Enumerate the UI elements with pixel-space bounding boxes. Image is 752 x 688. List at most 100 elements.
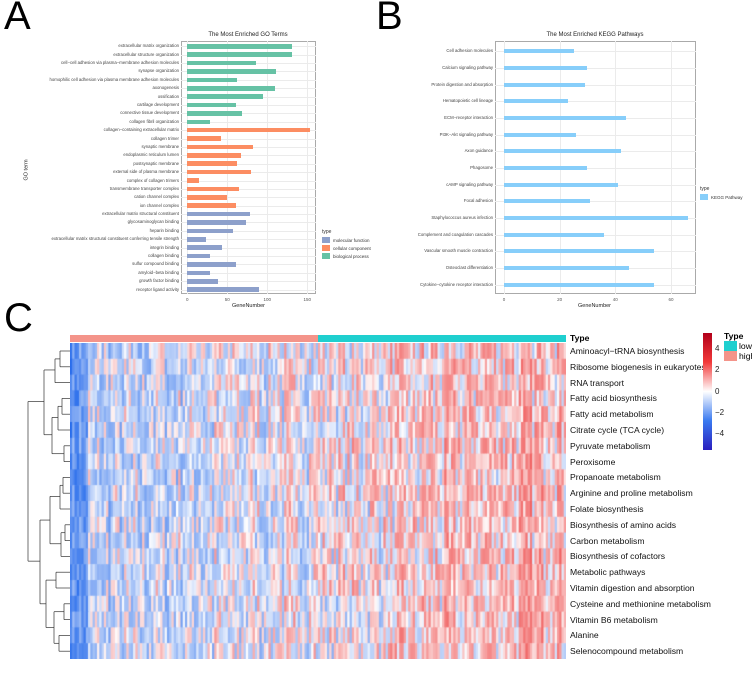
bar xyxy=(504,266,630,270)
annotation-bar-high xyxy=(70,335,318,342)
y-tick-label: heparin binding xyxy=(149,227,179,233)
bar xyxy=(187,94,264,99)
bar xyxy=(504,232,605,237)
y-tick-label: cartilage development xyxy=(136,102,179,108)
y-tick-label: endoplasmic reticulum lumen xyxy=(123,152,179,158)
gridline xyxy=(181,264,316,265)
gridline xyxy=(181,79,316,81)
y-tick-label: homophilic cell adhesion via plasma memb… xyxy=(49,76,179,82)
y-tick-label: growth factor binding xyxy=(139,278,179,284)
gridline xyxy=(181,256,316,257)
row-label: Pyruvate metabolism xyxy=(570,440,651,451)
bar xyxy=(187,69,277,74)
panel-label-a: A xyxy=(4,0,31,38)
y-tick-label: Focal adhesion xyxy=(463,198,493,204)
y-tick-label: Cell adhesion molecules xyxy=(446,48,493,54)
y-tick-label: collagen trimer xyxy=(150,135,179,141)
bar xyxy=(187,178,200,183)
type-legend-low-label: low xyxy=(739,341,752,351)
y-tick-label: Vascular smooth muscle contraction xyxy=(424,248,493,254)
bar xyxy=(187,161,237,167)
gridline xyxy=(495,201,696,202)
kegg-legend-swatch xyxy=(700,194,708,200)
gridline xyxy=(181,247,316,249)
row-label: Propanoate metabolism xyxy=(570,472,661,483)
y-tick-label: Calcium signaling pathway xyxy=(442,64,493,70)
bar xyxy=(187,228,233,234)
row-label: Biosynthesis of amino acids xyxy=(570,519,677,530)
gridline xyxy=(181,105,316,106)
x-tick-label: 0 xyxy=(502,297,506,302)
row-label: Carbon metabolism xyxy=(570,535,645,546)
row-label: Alanine xyxy=(570,630,599,641)
gridline xyxy=(227,41,228,294)
gridline xyxy=(615,41,616,294)
gridline xyxy=(181,113,316,114)
gridline xyxy=(181,188,316,190)
gridline xyxy=(495,101,696,102)
bar xyxy=(504,199,591,204)
y-tick-label: receptor ligand activity xyxy=(136,286,179,292)
colorbar xyxy=(703,333,712,450)
y-tick-label: Staphylococcus aureus infection xyxy=(431,215,493,220)
type-legend-low-swatch xyxy=(724,341,737,351)
legend-label: molecular function xyxy=(333,238,370,243)
bar xyxy=(187,186,240,192)
colorbar-tick-label: 4 xyxy=(715,344,720,354)
bar xyxy=(187,102,237,108)
bar xyxy=(187,253,210,259)
bar xyxy=(187,211,250,217)
row-label: Fatty acid metabolism xyxy=(570,409,654,420)
legend-label: cellular component xyxy=(333,246,371,251)
y-tick-label: cell−cell adhesion via plasma−membrane a… xyxy=(61,60,179,66)
bar xyxy=(504,115,627,120)
kegg-x-axis-title: GeneNumber xyxy=(578,303,612,309)
y-tick-label: amyloid−beta binding xyxy=(138,269,179,275)
y-tick-label: ion channel complex xyxy=(139,202,179,208)
kegg-chart-title: The Most Enriched KEGG Pathways xyxy=(546,32,644,38)
colorbar-tick-label: −2 xyxy=(715,407,725,417)
row-label: Fatty acid biosynthesis xyxy=(570,393,657,404)
gridline xyxy=(495,67,696,69)
bar xyxy=(187,195,228,200)
row-label: Aminoacyl−tRNA biosynthesis xyxy=(570,346,685,356)
row-label: Folate biosynthesis xyxy=(570,504,644,514)
y-tick-label: integrin binding xyxy=(149,244,179,250)
legend-label: biological process xyxy=(333,254,369,259)
heatmap-cells xyxy=(70,343,566,659)
bar xyxy=(504,165,588,170)
go-legend-title: type xyxy=(322,229,332,235)
x-tick-label: 40 xyxy=(612,297,618,302)
go-chart-title: The Most Enriched GO Terms xyxy=(208,32,288,38)
row-label: Arginine and proline metabolism xyxy=(570,488,693,499)
y-tick-label: Axon guidance xyxy=(464,148,493,154)
gridline xyxy=(181,230,316,232)
bar xyxy=(504,282,655,287)
y-tick-label: Protein digestion and absorption xyxy=(431,81,493,87)
bar xyxy=(187,262,237,267)
y-tick-label: extracellular matrix structural constitu… xyxy=(51,236,179,242)
x-tick-label: 150 xyxy=(303,297,312,302)
annotation-title: Type xyxy=(570,333,590,343)
panel-label-b: B xyxy=(376,0,403,38)
y-tick-label: ossification xyxy=(157,93,179,99)
bar xyxy=(187,220,246,225)
gridline xyxy=(495,51,696,52)
x-tick-label: 100 xyxy=(263,297,272,302)
row-label: Citrate cycle (TCA cycle) xyxy=(570,425,665,435)
legend-swatch xyxy=(322,237,330,243)
y-tick-label: connective tissue development xyxy=(120,110,179,116)
bar xyxy=(504,249,655,254)
bar xyxy=(187,85,276,91)
x-tick-label: 20 xyxy=(557,297,563,302)
gridline xyxy=(181,121,316,123)
gridline xyxy=(181,272,316,274)
gridline xyxy=(181,222,316,223)
gridline xyxy=(181,138,316,140)
bar xyxy=(504,216,688,220)
bar xyxy=(187,287,260,292)
gridline xyxy=(267,41,268,294)
gridline xyxy=(181,205,316,207)
y-tick-label: axonogenesis xyxy=(152,85,179,91)
